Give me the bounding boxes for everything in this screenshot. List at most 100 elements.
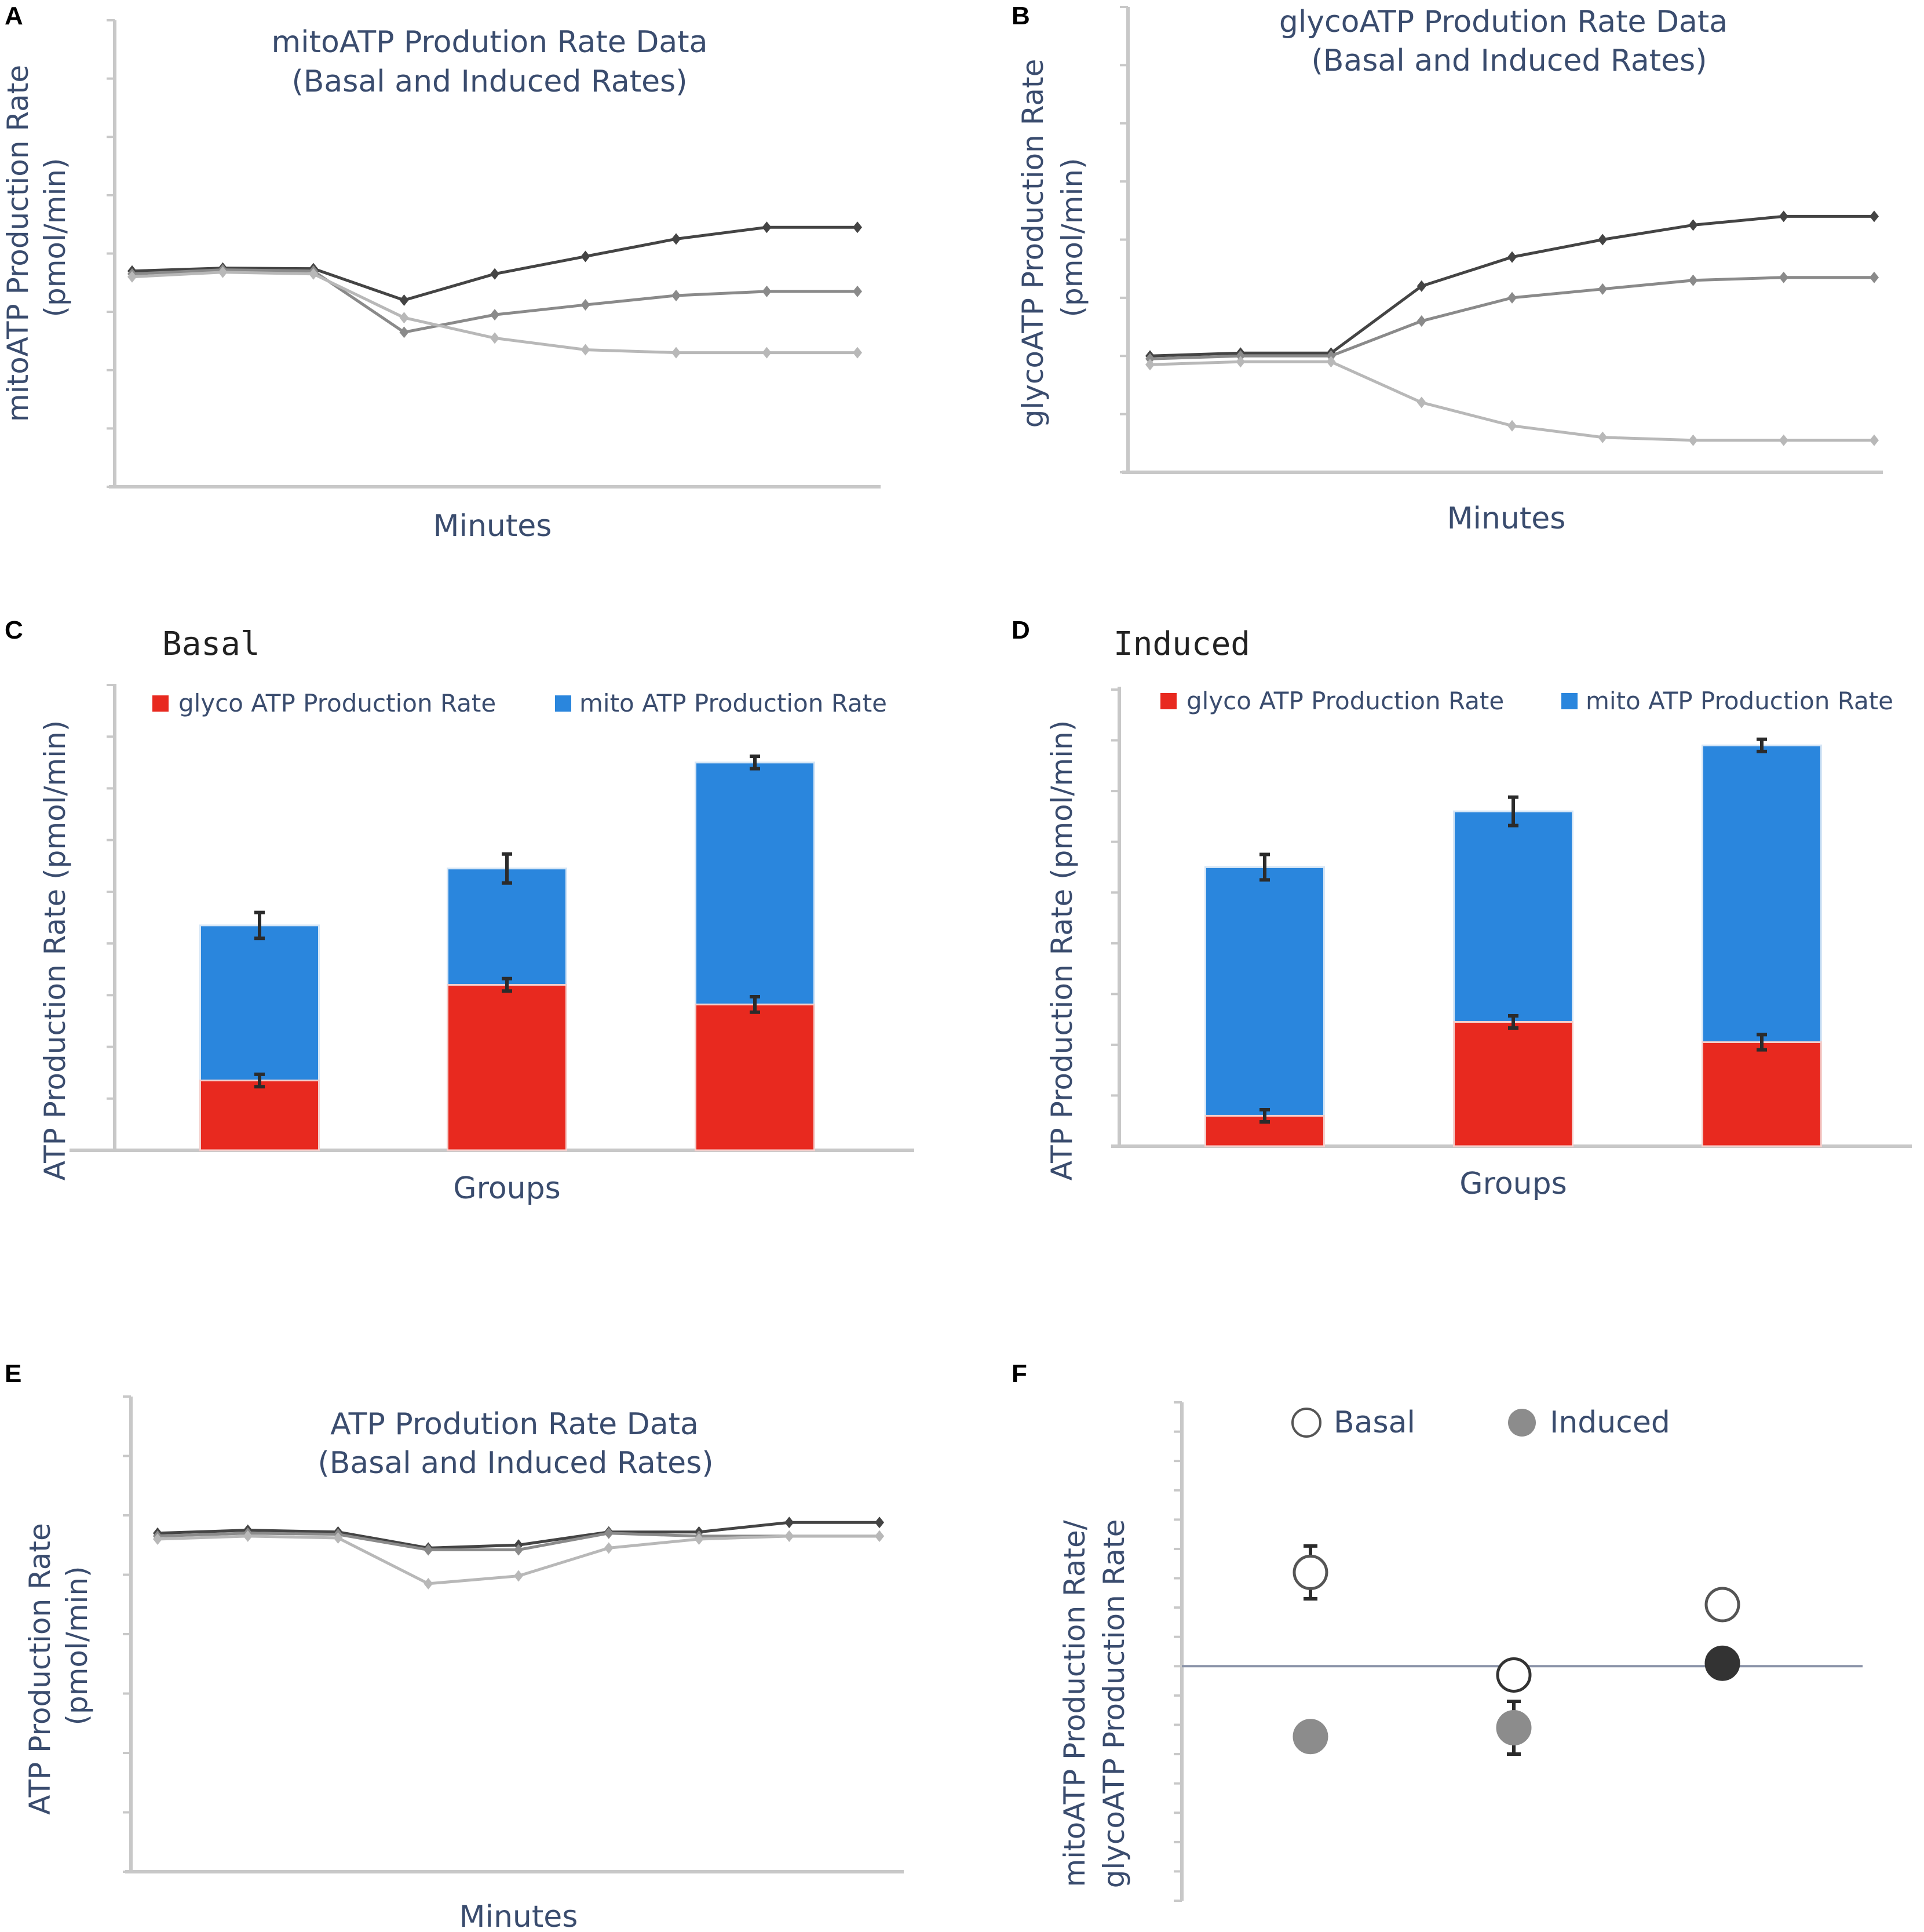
panel-f-legend-induced-marker (1508, 1409, 1536, 1437)
panel-b-series-3-point (1145, 359, 1155, 371)
panel-c-plot (199, 754, 815, 1151)
panel-label-a: A (5, 2, 23, 30)
panel-d-error-bar (1259, 1107, 1270, 1124)
panel-b-series-3-point (1779, 434, 1788, 446)
panel-b-y-label: glycoATP Production Rate (1016, 59, 1050, 428)
panel-e-series-3-point (424, 1577, 433, 1590)
panel-c-legend-glyco-swatch (152, 695, 169, 712)
panel-label-b: B (1012, 2, 1030, 30)
panel-c-bar-mito (199, 924, 320, 1082)
panel-a-subtitle: (Basal and Induced Rates) (291, 64, 687, 99)
panel-d-bar-mito (1204, 866, 1325, 1117)
panel-f-y-label-2: glycoATP Production Rate (1097, 1519, 1131, 1889)
panel-c-legend-mito-swatch (555, 695, 571, 712)
panel-b-series-2-line (1149, 276, 1874, 360)
panel-a-x-label: Minutes (433, 509, 552, 544)
panel-e-series-2-point (424, 1544, 433, 1556)
panel-f-point-basal (1496, 1657, 1532, 1693)
panel-a-chart: mitoATP Prodution Rate Data (Basal and I… (1, 19, 881, 544)
panel-e-subtitle: (Basal and Induced Rates) (317, 1446, 713, 1481)
panel-e-series-3-point (875, 1530, 884, 1542)
panel-c-bar-glyco (447, 983, 567, 1151)
panel-label-c: C (5, 616, 23, 644)
panel-e-series-2-point (514, 1544, 523, 1556)
panel-d-heading: Induced (1113, 625, 1250, 663)
panel-c-error-bar (502, 976, 512, 993)
panel-b-series-2-point (1779, 271, 1788, 283)
panel-e-x-label: Minutes (459, 1900, 578, 1932)
panel-d-bar-mito (1702, 744, 1822, 1044)
panel-b-y-label-unit: (pmol/min) (1056, 158, 1089, 317)
panel-label-e: E (5, 1359, 21, 1388)
panel-b-series-2-point (1688, 274, 1698, 286)
panel-a-series-1-point (399, 294, 409, 306)
panel-a-plot (127, 221, 862, 359)
panel-d-legend-mito-label: mito ATP Production Rate (1586, 687, 1893, 715)
panel-b-series-2-point (1326, 350, 1336, 362)
panel-b-series-2-point (1145, 353, 1155, 365)
panel-a-series-3-point (581, 344, 590, 356)
panel-b-series-2-point (1416, 315, 1426, 327)
panel-a-series-1-point (853, 221, 862, 234)
panel-c-bar-glyco (199, 1080, 320, 1151)
panel-f-legend-basal-marker (1291, 1408, 1321, 1438)
panel-b-x-label: Minutes (1447, 501, 1566, 536)
panel-b-series-2-point (1870, 271, 1879, 283)
panel-d-ticks (1111, 688, 1119, 1147)
panel-d-plot (1204, 737, 1822, 1147)
panel-a-series-3-point (127, 271, 137, 283)
panel-d-bar-glyco (1453, 1020, 1573, 1147)
panel-d-legend-mito-swatch (1561, 693, 1578, 709)
panel-d-bar-mito (1453, 810, 1573, 1023)
panel-f-point-induced (1293, 1719, 1328, 1755)
panel-f-point-basal (1704, 1587, 1740, 1623)
panel-a-series-2-point (399, 326, 409, 338)
panel-a-series-2-point (762, 285, 772, 297)
panel-c-bar-mito (695, 761, 815, 1005)
panel-c-error-bar (254, 910, 265, 941)
panel-c-x-label: Groups (453, 1171, 560, 1206)
panel-b-chart: glycoATP Prodution Rate Data (Basal and … (1016, 5, 1883, 536)
panel-b-subtitle: (Basal and Induced Rates) (1311, 43, 1707, 78)
panel-c-error-bar (254, 1072, 265, 1089)
panel-e-y-label: ATP Production Rate (23, 1523, 57, 1814)
panel-b-series-3-point (1598, 431, 1608, 443)
panel-b-series-3-point (1416, 396, 1426, 409)
panel-d-legend-glyco-swatch (1160, 693, 1177, 709)
panel-e-plot (153, 1517, 884, 1590)
panel-f-legend-induced-label: Induced (1550, 1405, 1670, 1440)
panel-d-error-bar (1508, 1014, 1518, 1030)
panel-a-series-3-point (762, 347, 772, 359)
panel-b-series-1-line (1149, 214, 1874, 358)
panel-b-ticks (1120, 6, 1128, 473)
panel-f-y-label: mitoATP Production Rate/ (1058, 1520, 1091, 1887)
panel-b-series-1-point (1416, 280, 1426, 292)
panel-d-x-label: Groups (1459, 1167, 1567, 1201)
panel-f-point-basal (1293, 1554, 1328, 1590)
panel-f-ticks (1174, 1401, 1182, 1902)
panel-b-series-3-point (1326, 356, 1336, 368)
panel-a-series-3-point (490, 332, 499, 344)
panel-c-error-bar (502, 852, 512, 885)
panel-c-bar-mito (447, 867, 567, 986)
panel-a-series-3-point (309, 268, 318, 280)
panel-e-chart: ATP Prodution Rate Data (Basal and Induc… (23, 1395, 904, 1932)
panel-a-series-2-point (581, 299, 590, 311)
panel-e-y-label-unit: (pmol/min) (60, 1566, 94, 1725)
panel-b-series-3-point (1870, 434, 1879, 446)
panel-a-series-1-point (490, 268, 499, 280)
panel-a-title: mitoATP Prodution Rate Data (271, 25, 707, 60)
panel-d-error-bar (1757, 1033, 1767, 1052)
panel-c-chart: Basal glyco ATP Production Rate mito ATP… (38, 625, 914, 1206)
panel-e-title: ATP Prodution Rate Data (330, 1407, 699, 1442)
panel-d-error-bar (1259, 852, 1270, 882)
panel-b-series-3-point (1236, 356, 1246, 368)
panel-a-ticks (107, 19, 115, 488)
panel-f-plot (1293, 1544, 1740, 1756)
panel-a-y-label-unit: (pmol/min) (38, 158, 72, 317)
panel-e-series-3-point (784, 1530, 794, 1542)
panel-label-d: D (1012, 616, 1030, 644)
panel-d-error-bar (1508, 795, 1518, 828)
panel-f-point-induced (1496, 1710, 1532, 1746)
panel-b-series-2-point (1598, 283, 1608, 295)
